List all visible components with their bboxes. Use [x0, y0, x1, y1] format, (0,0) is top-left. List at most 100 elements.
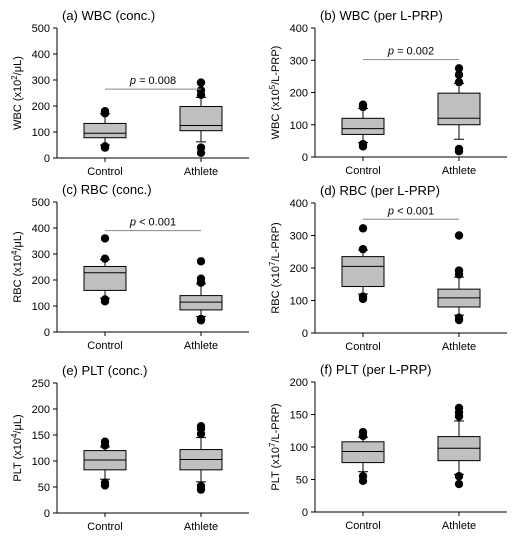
- outlier-point: [454, 231, 464, 240]
- panel-title: (d) RBC (per L-PRP): [320, 183, 440, 198]
- panel-6: (f) PLT (per L-PRP) 0 50 100 150 200 PLT (x107…: [268, 362, 507, 532]
- panel-title: (f) PLT (per L-PRP): [320, 362, 431, 377]
- outlier-point: [100, 234, 110, 243]
- p-value-label: p < 0.001: [387, 205, 434, 217]
- p-value-label: p = 0.002: [387, 46, 434, 58]
- outlier-point: [454, 403, 464, 413]
- box-iqr: [437, 92, 481, 126]
- outlier-point: [454, 144, 464, 154]
- p-value-label: p < 0.001: [129, 217, 176, 229]
- y-tick-label: 100: [32, 301, 50, 313]
- box-athlete: [437, 64, 481, 156]
- y-tick-label: 100: [290, 442, 308, 454]
- outlier-point: [454, 70, 464, 79]
- outlier-point: [358, 100, 368, 109]
- y-tick-label: 50: [38, 482, 50, 494]
- panel-3: (c) RBC (conc.) 0 100 200 300 400 500 RBC (x104…: [10, 182, 249, 352]
- box-iqr: [83, 265, 127, 291]
- box-control: [83, 107, 127, 152]
- outlier-point: [454, 313, 464, 322]
- outlier-point: [100, 295, 110, 304]
- y-tick-label: 500: [32, 197, 50, 209]
- y-tick-label: 0: [44, 327, 50, 339]
- panel-5: (e) PLT (conc.) 0 50 100 150 200 250 PLT (x104/…: [10, 363, 249, 533]
- outlier-point: [358, 224, 368, 233]
- y-tick-label: 400: [32, 223, 50, 235]
- box-iqr: [341, 256, 385, 288]
- x-tick-label: Athlete: [442, 520, 476, 532]
- y-tick-label: 150: [290, 410, 308, 422]
- box-iqr: [83, 122, 127, 139]
- y-tick-label: 0: [44, 153, 50, 165]
- outlier-point: [196, 481, 206, 491]
- x-tick-label: Athlete: [184, 521, 218, 533]
- outlier-point: [100, 254, 110, 263]
- outlier-point: [100, 107, 110, 116]
- y-tick-label: 300: [32, 75, 50, 87]
- outlier-point: [196, 86, 206, 95]
- outlier-point: [100, 437, 110, 446]
- y-axis-label: PLT (x104/μL): [10, 414, 25, 481]
- box-iqr: [179, 106, 223, 132]
- panel-title: (c) RBC (conc.): [62, 182, 152, 197]
- box-control: [341, 224, 385, 304]
- y-tick-label: 400: [290, 198, 308, 210]
- y-axis-label: PLT (x107/L-PRP): [268, 403, 283, 490]
- y-axis-label: RBC (x107/L-PRP): [268, 222, 283, 313]
- y-tick-label: 400: [32, 49, 50, 61]
- y-tick-label: 100: [32, 456, 50, 468]
- outlier-point: [100, 478, 110, 488]
- outlier-point: [196, 421, 206, 431]
- box-athlete: [437, 231, 481, 325]
- panel-4: (d) RBC (per L-PRP) 0 100 200 300 400 RBC (x10…: [268, 183, 507, 353]
- y-tick-label: 500: [32, 23, 50, 35]
- y-tick-label: 100: [32, 127, 50, 139]
- y-tick-label: 200: [290, 377, 308, 389]
- x-tick-label: Control: [87, 521, 122, 533]
- y-axis-label: WBC (x102/μL): [10, 56, 25, 130]
- outlier-point: [196, 257, 206, 266]
- box-control: [83, 234, 127, 306]
- y-axis-label: RBC (x104/μL): [10, 231, 25, 302]
- outlier-point: [196, 314, 206, 324]
- y-tick-label: 200: [290, 88, 308, 100]
- y-tick-label: 100: [290, 120, 308, 132]
- outlier-point: [358, 292, 368, 301]
- panel-2: (b) WBC (per L-PRP) 0 100 200 300 400 WBC (x10…: [268, 8, 507, 177]
- x-tick-label: Control: [345, 341, 380, 353]
- box-iqr: [341, 117, 385, 135]
- outlier-point: [454, 77, 464, 87]
- y-tick-label: 200: [32, 404, 50, 416]
- outlier-point: [358, 472, 368, 481]
- box-control: [341, 427, 385, 485]
- outlier-point: [196, 78, 206, 87]
- x-tick-label: Control: [345, 165, 380, 177]
- box-athlete: [179, 78, 223, 157]
- y-tick-label: 0: [302, 328, 308, 340]
- x-tick-label: Athlete: [184, 340, 218, 352]
- y-tick-label: 50: [296, 475, 308, 487]
- panel-title: (e) PLT (conc.): [62, 363, 147, 378]
- y-tick-label: 250: [32, 378, 50, 390]
- y-tick-label: 300: [290, 231, 308, 243]
- outlier-point: [454, 479, 464, 489]
- box-athlete: [179, 257, 223, 325]
- x-tick-label: Control: [87, 340, 122, 352]
- y-tick-label: 200: [290, 263, 308, 275]
- box-control: [341, 100, 385, 151]
- box-athlete: [179, 421, 223, 494]
- x-tick-label: Control: [345, 520, 380, 532]
- x-tick-label: Athlete: [442, 165, 476, 177]
- box-iqr: [341, 441, 385, 464]
- panel-title: (b) WBC (per L-PRP): [320, 8, 443, 23]
- y-tick-label: 200: [32, 101, 50, 113]
- y-tick-label: 150: [32, 430, 50, 442]
- y-tick-label: 200: [32, 275, 50, 287]
- box-iqr: [179, 295, 223, 311]
- y-tick-label: 400: [290, 23, 308, 35]
- x-tick-label: Control: [87, 166, 122, 178]
- y-tick-label: 0: [302, 152, 308, 164]
- y-tick-label: 300: [32, 249, 50, 261]
- outlier-point: [196, 143, 206, 152]
